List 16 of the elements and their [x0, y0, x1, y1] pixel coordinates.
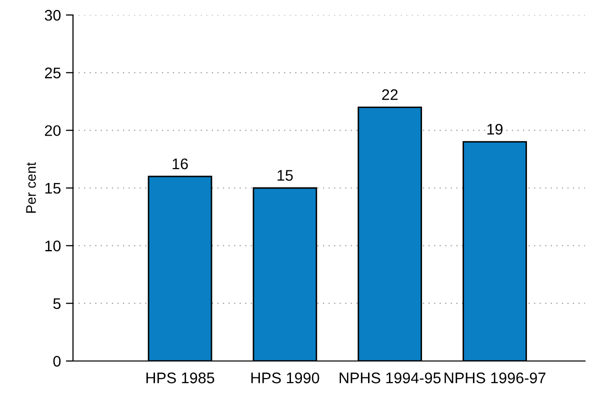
- data-label: 19: [487, 124, 503, 135]
- y-tick-label: 10: [45, 240, 61, 252]
- y-tick-label: 15: [45, 183, 61, 194]
- data-label: 16: [172, 158, 188, 170]
- y-tick-label: 25: [44, 68, 61, 78]
- y-tick-label: 20: [44, 125, 61, 136]
- x-tick-label: HPS 1990: [251, 372, 320, 384]
- y-tick-label: 30: [44, 10, 61, 21]
- x-tick-label: NPHS 1994-95: [340, 372, 441, 384]
- y-axis-title: Per cent: [26, 162, 36, 213]
- data-label: 15: [278, 170, 293, 181]
- y-tick-label: 5: [53, 298, 61, 310]
- x-tick-label: HPS 1985: [146, 372, 214, 384]
- y-tick-label: 0: [53, 356, 61, 367]
- x-tick-label: NPHS 1996-97: [444, 372, 546, 384]
- data-label: 22: [382, 89, 398, 100]
